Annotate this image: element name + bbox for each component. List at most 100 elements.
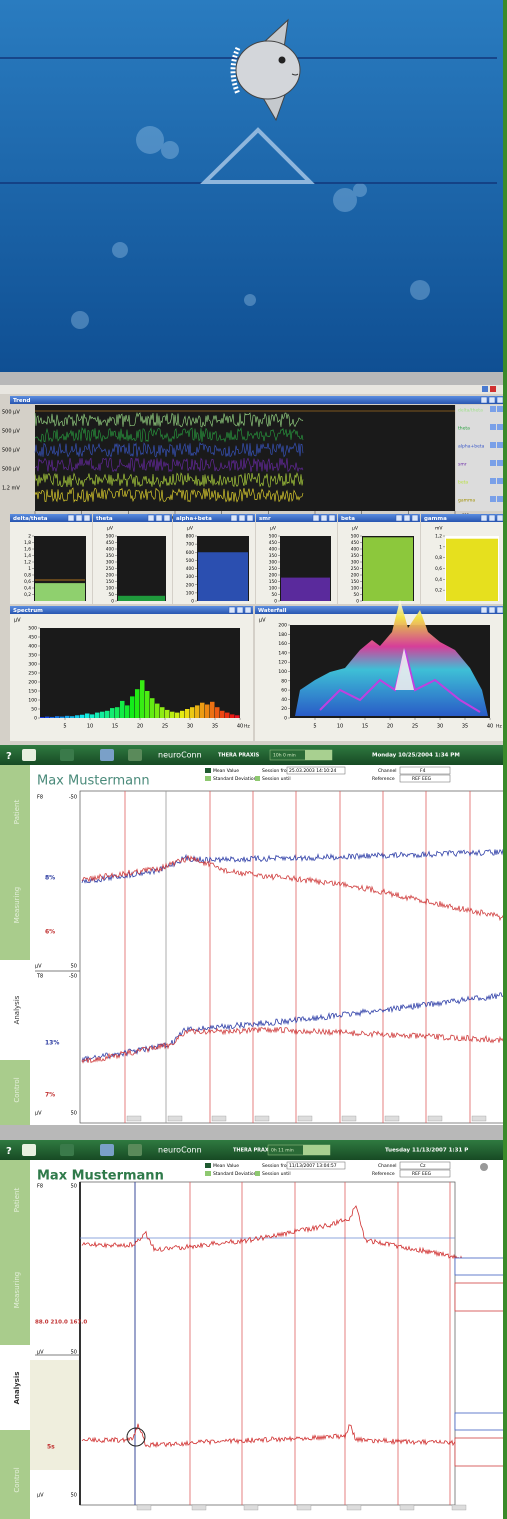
panel-button[interactable] xyxy=(488,514,496,522)
y-tick-label: 80 xyxy=(281,678,287,684)
spectrum-bar xyxy=(60,716,65,718)
time-tag xyxy=(211,1115,227,1122)
y-tick-label: 0,6 xyxy=(24,579,31,585)
spectrum-bar xyxy=(50,716,55,718)
panel-button[interactable] xyxy=(395,514,403,522)
y-tick-label: 1 xyxy=(28,566,31,572)
x-tick-label: 25 xyxy=(412,724,418,730)
panel-button[interactable] xyxy=(238,514,246,522)
toolbar-icon[interactable] xyxy=(100,749,114,761)
panel-button[interactable] xyxy=(67,514,75,522)
panel-button[interactable] xyxy=(155,514,163,522)
panel-button[interactable] xyxy=(411,514,419,522)
panel-header xyxy=(173,514,255,522)
trend-trace xyxy=(34,487,304,503)
channel-select[interactable] xyxy=(399,1161,451,1170)
y-tick-label: 200 xyxy=(186,582,194,588)
legend-button[interactable] xyxy=(497,460,503,466)
help-button[interactable]: ? xyxy=(6,1146,12,1157)
panel-button[interactable] xyxy=(496,396,504,404)
side-tab[interactable]: Patient xyxy=(13,800,21,825)
panel-button[interactable] xyxy=(403,514,411,522)
legend-button[interactable] xyxy=(497,406,503,412)
panel-button[interactable] xyxy=(320,514,328,522)
side-tab[interactable]: Measuring xyxy=(13,887,21,923)
panel-button[interactable] xyxy=(312,514,320,522)
toolbar-icon[interactable] xyxy=(22,1144,36,1156)
panel-button[interactable] xyxy=(496,514,504,522)
legend-button[interactable] xyxy=(497,478,503,484)
window-border xyxy=(503,0,507,1519)
spectrum-bar xyxy=(185,709,190,718)
panel-button[interactable] xyxy=(75,514,83,522)
channel-select[interactable] xyxy=(399,766,451,775)
toolbar-icon[interactable] xyxy=(60,749,74,761)
panel-button[interactable] xyxy=(488,396,496,404)
label: µV xyxy=(35,1111,42,1117)
spectrum-bar xyxy=(200,702,205,718)
date-time: Tuesday 11/13/2007 1:31 P xyxy=(385,1148,468,1154)
date-field[interactable] xyxy=(286,766,346,775)
panel-button[interactable] xyxy=(83,514,91,522)
panel-button[interactable] xyxy=(163,514,171,522)
panel-button[interactable] xyxy=(244,606,252,614)
reference-select[interactable] xyxy=(399,774,451,783)
toolbar-icon[interactable] xyxy=(100,1144,114,1156)
spectrum-bar xyxy=(195,705,200,718)
reference-select[interactable] xyxy=(399,1169,451,1178)
signal-trace xyxy=(81,1205,506,1271)
help-button[interactable]: ? xyxy=(6,751,12,762)
legend-button[interactable] xyxy=(490,496,496,502)
legend-button[interactable] xyxy=(490,478,496,484)
panel-button[interactable] xyxy=(236,606,244,614)
side-tab[interactable]: Patient xyxy=(13,1188,21,1213)
side-tab[interactable]: Measuring xyxy=(13,1272,21,1308)
panel-button[interactable] xyxy=(230,514,238,522)
panel-button[interactable] xyxy=(480,606,488,614)
panel-button[interactable] xyxy=(246,514,254,522)
toolbar-icon[interactable] xyxy=(60,1144,74,1156)
duration-fill xyxy=(303,1145,330,1155)
label: -50 xyxy=(69,795,77,801)
legend-button[interactable] xyxy=(490,442,496,448)
legend-button[interactable] xyxy=(497,496,503,502)
side-tab[interactable]: Control xyxy=(13,1467,21,1492)
legend-button[interactable] xyxy=(490,424,496,430)
panel-button[interactable] xyxy=(228,606,236,614)
y-tick-label: 500 xyxy=(351,534,359,540)
panel-button[interactable] xyxy=(328,514,336,522)
date-field[interactable] xyxy=(286,1161,346,1170)
y-tick-label: 100 xyxy=(106,586,114,592)
toolbar-icon[interactable] xyxy=(22,749,36,761)
window-button[interactable] xyxy=(490,386,496,392)
panel-button[interactable] xyxy=(488,606,496,614)
axis-unit: mV xyxy=(435,526,443,532)
side-tab[interactable]: Analysis xyxy=(13,995,21,1024)
triangle-marker xyxy=(200,127,315,184)
active-tab[interactable] xyxy=(0,1345,30,1430)
toolbar-icon[interactable] xyxy=(128,1144,142,1156)
side-tab[interactable]: Control xyxy=(13,1077,21,1102)
panel-button[interactable] xyxy=(496,606,504,614)
legend-button[interactable] xyxy=(490,460,496,466)
y-tick-label: 0,2 xyxy=(435,588,442,594)
window-button[interactable] xyxy=(482,386,488,392)
legend-button[interactable] xyxy=(490,406,496,412)
panel-button[interactable] xyxy=(480,514,488,522)
legend-button[interactable] xyxy=(497,424,503,430)
axis-unit: µV xyxy=(259,618,266,624)
toolbar-icon[interactable] xyxy=(128,749,142,761)
spectrum-bar xyxy=(225,712,230,718)
legend-button[interactable] xyxy=(497,442,503,448)
y-tick-label: 350 xyxy=(351,553,359,559)
panel-button[interactable] xyxy=(480,396,488,404)
side-tab[interactable]: Analysis xyxy=(13,1372,21,1405)
field-label: Session until xyxy=(262,776,291,782)
selection-circle[interactable] xyxy=(126,1427,146,1447)
y-tick-label: 0,8 xyxy=(435,555,442,561)
field-label: Reference xyxy=(372,1171,395,1177)
panel-button[interactable] xyxy=(147,514,155,522)
panel-title: gamma xyxy=(424,516,447,522)
y-tick-label: 0 xyxy=(274,599,277,605)
active-tab[interactable] xyxy=(0,960,30,1060)
